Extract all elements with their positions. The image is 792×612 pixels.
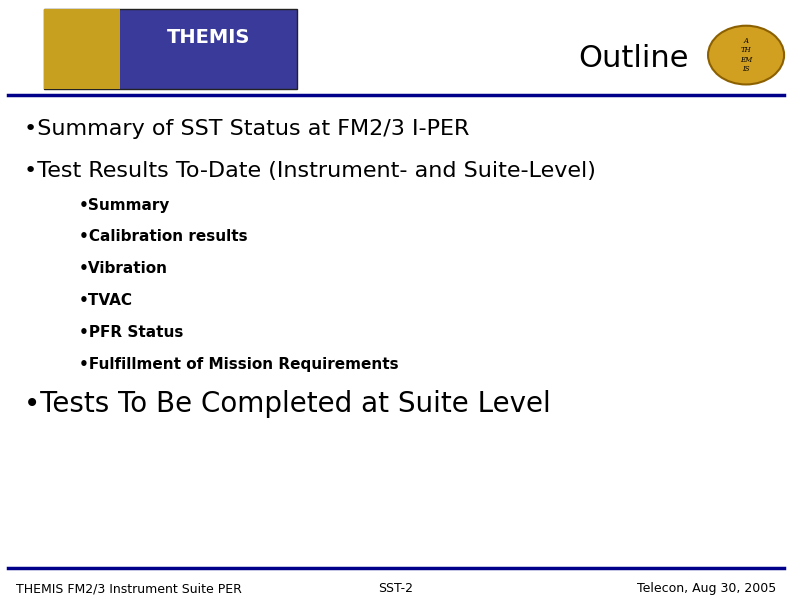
Bar (44, 9, 297, 89)
Text: •Fulfillment of Mission Requirements: •Fulfillment of Mission Requirements (79, 357, 399, 371)
Text: •Tests To Be Completed at Suite Level: •Tests To Be Completed at Suite Level (24, 390, 550, 418)
Circle shape (708, 26, 784, 84)
Text: THEMIS FM2/3 Instrument Suite PER: THEMIS FM2/3 Instrument Suite PER (16, 582, 242, 595)
Text: SST-2: SST-2 (379, 582, 413, 595)
Text: •Summary of SST Status at FM2/3 I-PER: •Summary of SST Status at FM2/3 I-PER (24, 119, 469, 138)
Text: THEMIS: THEMIS (166, 28, 250, 47)
Text: •TVAC: •TVAC (79, 293, 133, 308)
Text: •Vibration: •Vibration (79, 261, 168, 276)
Text: •Test Results To-Date (Instrument- and Suite-Level): •Test Results To-Date (Instrument- and S… (24, 162, 596, 181)
Text: Outline: Outline (578, 43, 689, 73)
Text: •Calibration results: •Calibration results (79, 230, 248, 244)
Text: •Summary: •Summary (79, 198, 170, 212)
Text: Telecon, Aug 30, 2005: Telecon, Aug 30, 2005 (637, 582, 776, 595)
Text: A
TH
EM
IS: A TH EM IS (740, 37, 752, 73)
Bar (44, 9, 120, 89)
Text: •PFR Status: •PFR Status (79, 325, 184, 340)
